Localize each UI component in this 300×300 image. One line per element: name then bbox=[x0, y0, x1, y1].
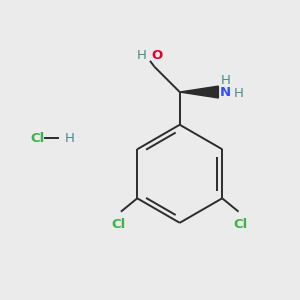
Text: N: N bbox=[220, 85, 231, 98]
Text: H: H bbox=[221, 74, 231, 87]
Text: O: O bbox=[152, 49, 163, 62]
Text: H: H bbox=[233, 87, 243, 100]
Polygon shape bbox=[180, 86, 218, 98]
Text: Cl: Cl bbox=[111, 218, 126, 231]
Text: Cl: Cl bbox=[30, 132, 44, 145]
Text: Cl: Cl bbox=[234, 218, 248, 231]
Text: H: H bbox=[136, 49, 146, 62]
Text: H: H bbox=[65, 132, 75, 145]
